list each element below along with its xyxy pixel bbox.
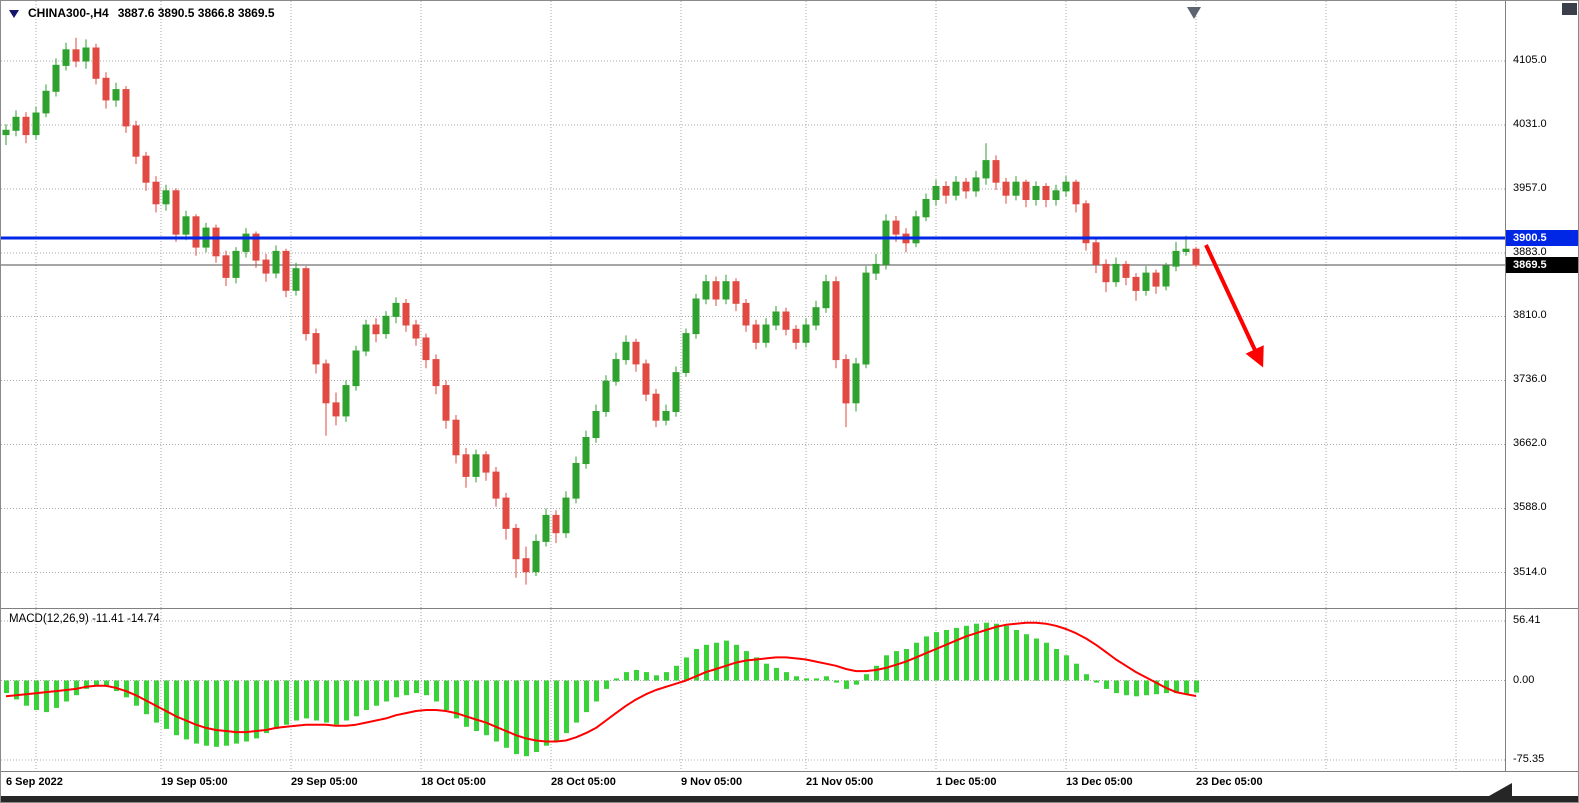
price-chart-canvas[interactable] <box>1 1 1505 608</box>
time-axis-label: 18 Oct 05:00 <box>421 776 486 788</box>
time-axis-label: 9 Nov 05:00 <box>681 776 743 788</box>
price-axis-label: 4031.0 <box>1513 118 1547 131</box>
price-axis-label: 3514.0 <box>1513 565 1547 578</box>
current-price-tag: 3869.5 <box>1506 256 1578 273</box>
trend-arrow-down[interactable] <box>1204 244 1264 368</box>
macd-indicator-label: MACD(12,26,9) -11.41 -14.74 <box>9 613 160 625</box>
axis-separator <box>1505 1 1506 772</box>
ohlc-values: 3887.6 3890.5 3866.8 3869.5 <box>117 6 275 20</box>
time-axis-label: 1 Dec 05:00 <box>936 776 997 788</box>
time-axis[interactable]: 6 Sep 2022 19 Sep 05:00 29 Sep 05:00 18 Oct… <box>1 772 1578 802</box>
panel-separator[interactable] <box>1 608 1578 609</box>
grid-lines <box>1 1 1505 608</box>
chart-shift-marker[interactable] <box>1187 7 1201 19</box>
price-axis-label: 3810.0 <box>1513 309 1547 322</box>
symbol-timeframe-label: CHINA300-,H4 <box>28 6 109 20</box>
window-corner-button[interactable] <box>1562 3 1577 15</box>
time-axis-label: 28 Oct 05:00 <box>551 776 616 788</box>
horizontal-line-price-tag: 3900.5 <box>1506 230 1578 246</box>
time-axis-label: 13 Dec 05:00 <box>1066 776 1133 788</box>
candlesticks <box>2 37 1200 585</box>
price-axis-label: 3588.0 <box>1513 501 1547 514</box>
price-axis-label: 3883.0 <box>1513 246 1547 259</box>
macd-grid-lines <box>1 609 1505 771</box>
time-axis-label: 29 Sep 05:00 <box>291 776 358 788</box>
price-axis-label: 4105.0 <box>1513 54 1547 67</box>
macd-axis-label: -75.35 <box>1513 752 1545 765</box>
chart-header: CHINA300-,H4 3887.6 3890.5 3866.8 3869.5 <box>9 6 275 20</box>
macd-indicator-canvas[interactable] <box>1 609 1505 771</box>
time-axis-label: 21 Nov 05:00 <box>806 776 874 788</box>
price-axis-label: 3957.0 <box>1513 182 1547 195</box>
macd-axis-label: 56.41 <box>1513 614 1541 627</box>
horizontal-scrollbar[interactable] <box>1 796 1578 802</box>
macd-axis-label: 0.00 <box>1513 673 1535 686</box>
price-axis-label: 3662.0 <box>1513 437 1547 450</box>
price-axis[interactable]: 3900.5 3869.5 4105.0 4031.0 3957.0 3883.0 38… <box>1506 1 1578 772</box>
price-axis-label: 3736.0 <box>1513 373 1547 386</box>
time-axis-label: 6 Sep 2022 <box>6 776 63 788</box>
macd-histogram <box>4 622 1199 757</box>
time-axis-label: 23 Dec 05:00 <box>1196 776 1263 788</box>
scrollbar-corner-marker[interactable] <box>1489 783 1512 796</box>
symbol-list-icon[interactable] <box>9 10 19 18</box>
macd-signal-line <box>5 621 1197 743</box>
time-axis-label: 19 Sep 05:00 <box>161 776 228 788</box>
panel-separator-bottom <box>1 771 1578 772</box>
